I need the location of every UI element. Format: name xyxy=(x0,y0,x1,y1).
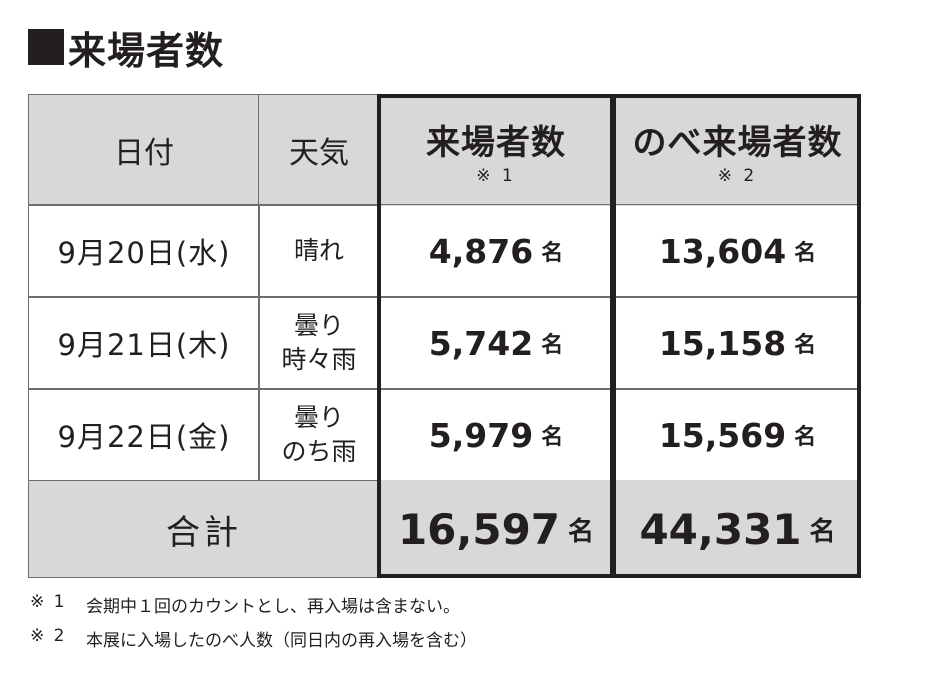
footnote-1: ※ 1 会期中１回のカウントとし、再入場は含まない。 xyxy=(30,592,460,617)
row1-weather: 晴れ xyxy=(258,204,380,298)
header-date-label: 日付 xyxy=(114,136,174,171)
row3-visitors: 5,979 名 xyxy=(378,388,614,482)
header-total-visits-note: ※ 2 xyxy=(717,165,758,186)
row2-weather-line1: 曇り xyxy=(293,311,344,340)
row2-date: 9月21日(木) xyxy=(28,296,260,390)
total-total-visits: 44,331 名 xyxy=(614,480,861,578)
row1-visitors-value: 4,876 xyxy=(428,231,534,271)
total-total-visits-unit: 名 xyxy=(809,516,836,547)
row2-date-text: 9月21日(木) xyxy=(57,328,231,362)
total-visitors-unit: 名 xyxy=(568,516,595,547)
header-weather: 天気 xyxy=(258,94,380,206)
header-total-visits: のべ来場者数 ※ 2 xyxy=(614,94,861,206)
total-visitors: 16,597 名 xyxy=(378,480,614,578)
row3-weather-line1: 曇り xyxy=(293,403,344,432)
header-visitors: 来場者数 ※ 1 xyxy=(378,94,614,206)
row3-visitors-value: 5,979 xyxy=(428,415,534,455)
title-square-icon xyxy=(28,29,64,65)
row2-visitors: 5,742 名 xyxy=(378,296,614,390)
row3-total-visits: 15,569 名 xyxy=(614,388,861,482)
row1-weather-line1: 晴れ xyxy=(293,236,344,265)
row3-total-visits-value: 15,569 xyxy=(658,415,787,455)
row3-date: 9月22日(金) xyxy=(28,388,260,482)
row2-total-visits-value: 15,158 xyxy=(658,323,787,363)
row2-total-visits: 15,158 名 xyxy=(614,296,861,390)
row3-date-text: 9月22日(金) xyxy=(57,420,231,454)
row3-weather-line2: のち雨 xyxy=(281,437,357,466)
row1-visitors-unit: 名 xyxy=(541,241,564,266)
row2-visitors-value: 5,742 xyxy=(428,323,534,363)
total-visitors-value: 16,597 xyxy=(397,504,561,554)
row2-weather-line2: 時々雨 xyxy=(281,345,357,374)
header-date: 日付 xyxy=(28,94,260,206)
row3-total-visits-unit: 名 xyxy=(794,425,817,450)
row1-date-text: 9月20日(水) xyxy=(57,236,231,270)
row2-weather: 曇り 時々雨 xyxy=(258,296,380,390)
row3-weather: 曇り のち雨 xyxy=(258,388,380,482)
footnote-1-mark: ※ 1 xyxy=(30,592,67,612)
header-total-visits-label: のべ来場者数 xyxy=(632,122,843,163)
row1-total-visits-unit: 名 xyxy=(794,241,817,266)
row2-visitors-unit: 名 xyxy=(541,333,564,358)
row1-total-visits-value: 13,604 xyxy=(658,231,787,271)
header-visitors-note: ※ 1 xyxy=(476,165,516,186)
row1-date: 9月20日(水) xyxy=(28,204,260,298)
total-total-visits-value: 44,331 xyxy=(639,504,802,554)
row2-total-visits-unit: 名 xyxy=(794,333,817,358)
footnote-1-text: 会期中１回のカウントとし、再入場は含まない。 xyxy=(86,597,460,617)
footnote-2: ※ 2 本展に入場したのべ人数（同日内の再入場を含む） xyxy=(30,626,477,651)
title-text: 来場者数 xyxy=(68,28,225,73)
page-title: 来場者数 xyxy=(28,22,225,73)
header-weather-label: 天気 xyxy=(289,136,349,171)
row1-total-visits: 13,604 名 xyxy=(614,204,861,298)
visitors-table: 日付 天気 来場者数 ※ 1 のべ来場者数 ※ 2 9月20日(水) 晴れ 4,… xyxy=(28,94,861,578)
total-label: 合計 xyxy=(166,512,242,553)
footnote-2-mark: ※ 2 xyxy=(30,626,67,646)
header-visitors-label: 来場者数 xyxy=(426,122,566,163)
row1-visitors: 4,876 名 xyxy=(378,204,614,298)
total-label-cell: 合計 xyxy=(28,480,380,578)
row3-visitors-unit: 名 xyxy=(541,425,564,450)
footnote-2-text: 本展に入場したのべ人数（同日内の再入場を含む） xyxy=(86,631,477,651)
